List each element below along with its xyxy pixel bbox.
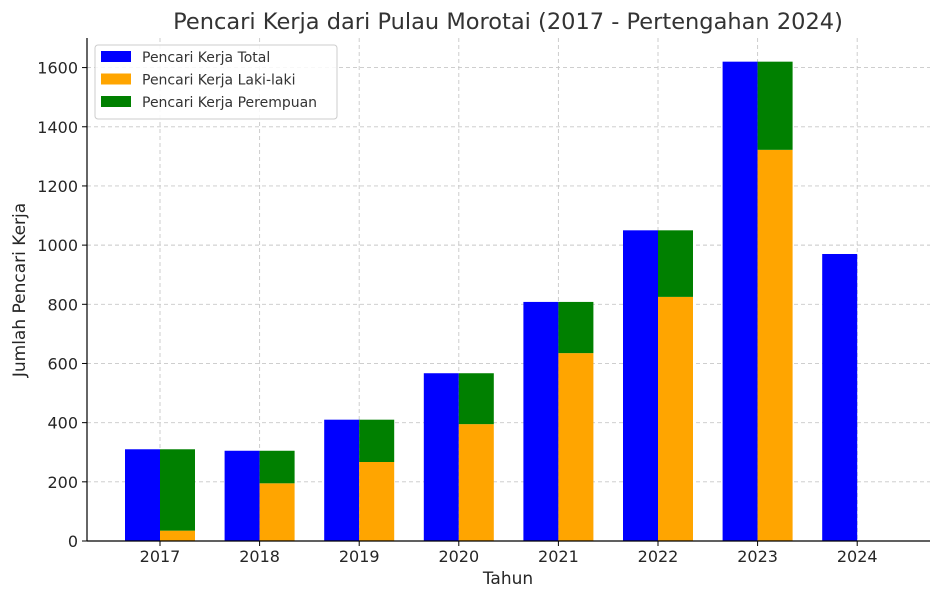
legend-swatch [101, 51, 131, 62]
bar-female [359, 419, 395, 462]
y-tick-label: 1200 [37, 177, 78, 196]
bar-female [558, 301, 594, 354]
axes [86, 38, 930, 542]
x-axis-label: Tahun [482, 569, 533, 589]
legend-label: Pencari Kerja Laki-laki [142, 73, 295, 89]
y-tick-label: 1600 [37, 59, 78, 78]
y-tick-label: 600 [47, 354, 78, 373]
legend-label: Pencari Kerja Perempuan [142, 95, 317, 111]
x-ticks: 2017 2018 2019 2020 2021 2022 2023 2024 [140, 541, 878, 566]
bar-total [125, 449, 160, 541]
y-tick-label: 1400 [37, 118, 78, 137]
bars [125, 61, 858, 541]
bar-total [324, 419, 360, 541]
x-tick-label: 2022 [638, 547, 679, 566]
bar-male [757, 149, 793, 541]
legend-swatch [101, 73, 131, 85]
bar-female [757, 61, 793, 150]
bar-male [458, 424, 494, 541]
bar-total [623, 230, 658, 541]
y-axis-label: Jumlah Pencari Kerja [10, 203, 30, 378]
bar-total [423, 373, 459, 541]
bar-total [722, 61, 758, 541]
bar-male [160, 530, 195, 541]
bar-female [458, 373, 494, 425]
x-tick-label: 2021 [538, 547, 579, 566]
y-ticks: 0 200 400 600 800 1000 1200 1400 1600 [37, 59, 87, 551]
bar-male [658, 296, 693, 541]
x-tick-label: 2023 [737, 547, 778, 566]
y-tick-label: 1000 [37, 236, 78, 255]
legend: Pencari Kerja Total Pencari Kerja Laki-la… [94, 44, 338, 120]
bar-male [558, 353, 594, 541]
bar-female [160, 449, 195, 531]
y-tick-label: 800 [47, 295, 78, 314]
x-tick-label: 2018 [239, 547, 280, 566]
legend-swatch [101, 96, 131, 107]
chart-title: Pencari Kerja dari Pulau Morotai (2017 -… [173, 9, 843, 35]
bar-total [822, 253, 858, 541]
x-tick-label: 2020 [438, 547, 479, 566]
bar-female [658, 230, 693, 297]
y-tick-label: 0 [68, 532, 78, 551]
bar-total [523, 301, 559, 541]
bar-male [359, 461, 395, 541]
bar-total [224, 450, 260, 541]
x-tick-label: 2019 [339, 547, 380, 566]
bar-female [259, 450, 295, 484]
x-tick-label: 2017 [140, 547, 181, 566]
x-tick-label: 2024 [837, 547, 878, 566]
legend-label: Pencari Kerja Total [142, 50, 270, 66]
y-tick-label: 400 [47, 414, 78, 433]
legend-box [94, 44, 338, 120]
bar-male [259, 483, 295, 541]
y-tick-label: 200 [47, 473, 78, 492]
